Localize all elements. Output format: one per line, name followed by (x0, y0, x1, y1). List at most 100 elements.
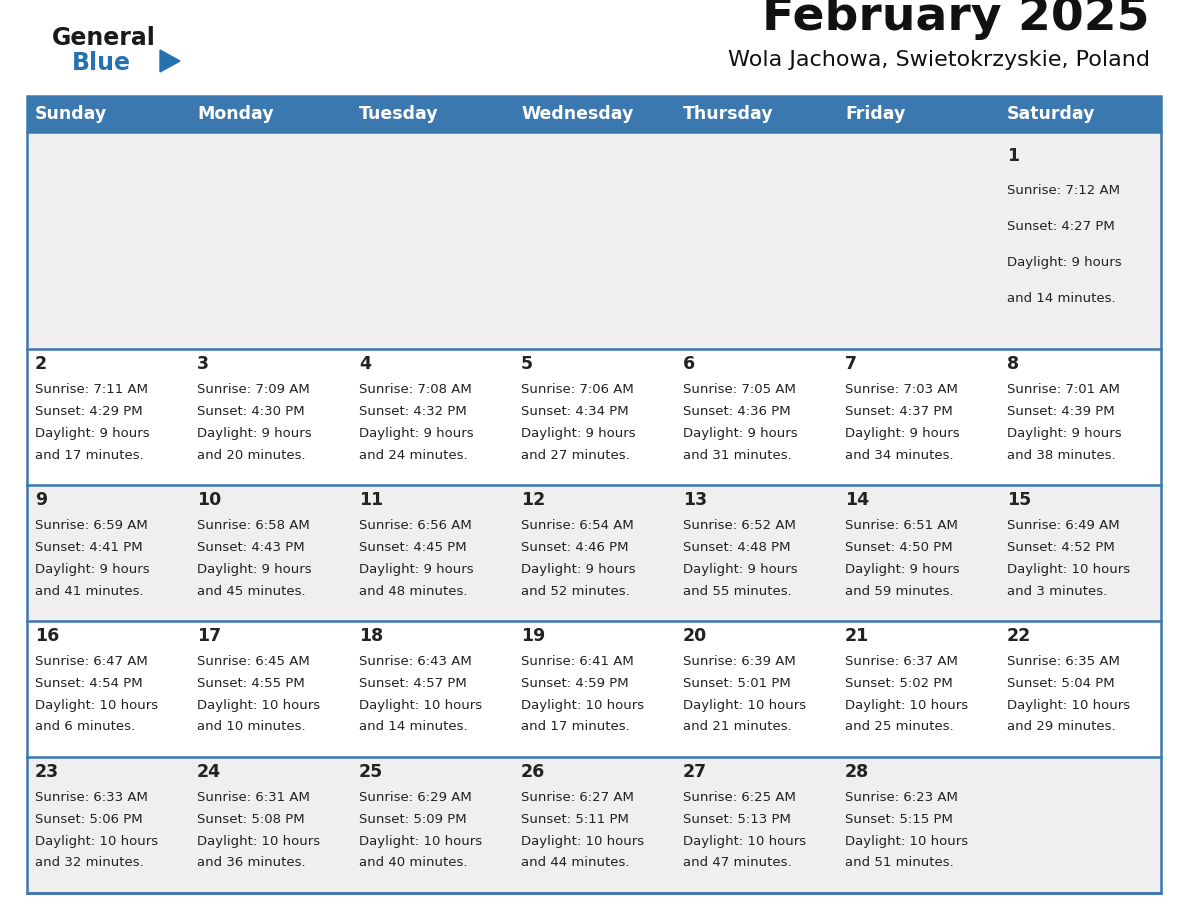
Text: Blue: Blue (72, 51, 131, 75)
Text: Daylight: 10 hours: Daylight: 10 hours (34, 834, 158, 847)
Text: 2: 2 (34, 355, 48, 374)
FancyBboxPatch shape (27, 486, 189, 515)
Text: and 55 minutes.: and 55 minutes. (683, 585, 791, 598)
Text: and 27 minutes.: and 27 minutes. (522, 449, 630, 462)
Text: and 24 minutes.: and 24 minutes. (359, 449, 468, 462)
Text: Sunrise: 7:05 AM: Sunrise: 7:05 AM (683, 384, 796, 397)
Text: Sunset: 4:41 PM: Sunset: 4:41 PM (34, 541, 143, 554)
FancyBboxPatch shape (513, 621, 675, 651)
Text: Sunrise: 6:52 AM: Sunrise: 6:52 AM (683, 520, 796, 532)
Text: 6: 6 (683, 355, 695, 374)
Text: Sunrise: 6:33 AM: Sunrise: 6:33 AM (34, 791, 147, 804)
Text: 22: 22 (1007, 627, 1031, 645)
Text: Daylight: 9 hours: Daylight: 9 hours (1007, 427, 1121, 440)
FancyBboxPatch shape (350, 621, 513, 651)
Text: Thursday: Thursday (683, 105, 773, 123)
FancyBboxPatch shape (27, 621, 189, 651)
Text: Sunset: 5:04 PM: Sunset: 5:04 PM (1007, 677, 1114, 690)
Text: Sunrise: 6:45 AM: Sunrise: 6:45 AM (197, 655, 310, 668)
FancyBboxPatch shape (999, 350, 1161, 379)
Text: Sunset: 4:30 PM: Sunset: 4:30 PM (197, 405, 304, 418)
Text: Daylight: 9 hours: Daylight: 9 hours (845, 427, 960, 440)
Text: 8: 8 (1007, 355, 1019, 374)
Text: Daylight: 9 hours: Daylight: 9 hours (845, 563, 960, 576)
Text: 15: 15 (1007, 491, 1031, 509)
Polygon shape (160, 50, 181, 72)
Text: Sunset: 4:43 PM: Sunset: 4:43 PM (197, 541, 304, 554)
Text: and 14 minutes.: and 14 minutes. (1007, 292, 1116, 305)
FancyBboxPatch shape (189, 486, 350, 515)
Text: Sunrise: 6:27 AM: Sunrise: 6:27 AM (522, 791, 634, 804)
Text: Wola Jachowa, Swietokrzyskie, Poland: Wola Jachowa, Swietokrzyskie, Poland (728, 50, 1150, 70)
Text: Sunset: 4:55 PM: Sunset: 4:55 PM (197, 677, 305, 690)
Text: 14: 14 (845, 491, 870, 509)
Text: Daylight: 9 hours: Daylight: 9 hours (359, 427, 474, 440)
FancyBboxPatch shape (27, 132, 1161, 350)
Text: Daylight: 9 hours: Daylight: 9 hours (34, 427, 150, 440)
Text: 18: 18 (359, 627, 384, 645)
Text: and 47 minutes.: and 47 minutes. (683, 856, 791, 869)
Text: Wednesday: Wednesday (522, 105, 633, 123)
Text: Sunrise: 6:58 AM: Sunrise: 6:58 AM (197, 520, 310, 532)
Text: Sunrise: 6:41 AM: Sunrise: 6:41 AM (522, 655, 633, 668)
Text: Daylight: 10 hours: Daylight: 10 hours (197, 834, 320, 847)
Text: Sunrise: 7:06 AM: Sunrise: 7:06 AM (522, 384, 633, 397)
Text: Daylight: 9 hours: Daylight: 9 hours (197, 563, 311, 576)
Text: and 25 minutes.: and 25 minutes. (845, 721, 954, 733)
Text: Daylight: 9 hours: Daylight: 9 hours (34, 563, 150, 576)
Text: Daylight: 9 hours: Daylight: 9 hours (522, 427, 636, 440)
Text: Sunset: 4:36 PM: Sunset: 4:36 PM (683, 405, 791, 418)
Text: Sunrise: 7:09 AM: Sunrise: 7:09 AM (197, 384, 310, 397)
FancyBboxPatch shape (999, 132, 1161, 180)
Text: and 38 minutes.: and 38 minutes. (1007, 449, 1116, 462)
FancyBboxPatch shape (999, 486, 1161, 515)
Text: 23: 23 (34, 763, 59, 781)
FancyBboxPatch shape (675, 621, 838, 651)
Text: Sunset: 5:06 PM: Sunset: 5:06 PM (34, 812, 143, 826)
Text: 24: 24 (197, 763, 221, 781)
Text: and 10 minutes.: and 10 minutes. (197, 721, 305, 733)
Text: Friday: Friday (845, 105, 905, 123)
Text: Sunday: Sunday (34, 105, 107, 123)
Text: Sunset: 4:57 PM: Sunset: 4:57 PM (359, 677, 467, 690)
Text: Sunrise: 7:12 AM: Sunrise: 7:12 AM (1007, 184, 1120, 196)
Text: Daylight: 9 hours: Daylight: 9 hours (359, 563, 474, 576)
Text: Sunset: 4:50 PM: Sunset: 4:50 PM (845, 541, 953, 554)
Text: 3: 3 (197, 355, 209, 374)
Text: 1: 1 (1007, 147, 1019, 165)
Text: 13: 13 (683, 491, 707, 509)
FancyBboxPatch shape (350, 350, 513, 379)
FancyBboxPatch shape (350, 486, 513, 515)
Text: Sunset: 5:11 PM: Sunset: 5:11 PM (522, 812, 628, 826)
Text: Daylight: 10 hours: Daylight: 10 hours (845, 699, 968, 711)
Text: Daylight: 9 hours: Daylight: 9 hours (683, 563, 797, 576)
Text: Sunset: 4:37 PM: Sunset: 4:37 PM (845, 405, 953, 418)
Text: Daylight: 10 hours: Daylight: 10 hours (34, 699, 158, 711)
Text: Sunset: 5:13 PM: Sunset: 5:13 PM (683, 812, 791, 826)
Text: and 6 minutes.: and 6 minutes. (34, 721, 135, 733)
FancyBboxPatch shape (27, 621, 1161, 757)
Text: 19: 19 (522, 627, 545, 645)
Text: Daylight: 10 hours: Daylight: 10 hours (197, 699, 320, 711)
FancyBboxPatch shape (513, 757, 675, 787)
FancyBboxPatch shape (189, 757, 350, 787)
Text: Daylight: 10 hours: Daylight: 10 hours (1007, 699, 1130, 711)
Text: and 29 minutes.: and 29 minutes. (1007, 721, 1116, 733)
Text: Sunrise: 6:37 AM: Sunrise: 6:37 AM (845, 655, 958, 668)
Text: Sunrise: 6:31 AM: Sunrise: 6:31 AM (197, 791, 310, 804)
Text: 4: 4 (359, 355, 371, 374)
FancyBboxPatch shape (350, 757, 513, 787)
Text: and 34 minutes.: and 34 minutes. (845, 449, 954, 462)
Text: and 17 minutes.: and 17 minutes. (522, 721, 630, 733)
FancyBboxPatch shape (27, 350, 1161, 486)
Text: Sunset: 5:01 PM: Sunset: 5:01 PM (683, 677, 791, 690)
FancyBboxPatch shape (675, 350, 838, 379)
Text: Sunrise: 6:51 AM: Sunrise: 6:51 AM (845, 520, 958, 532)
FancyBboxPatch shape (838, 757, 999, 787)
Text: Saturday: Saturday (1007, 105, 1095, 123)
Text: and 48 minutes.: and 48 minutes. (359, 585, 468, 598)
Text: 7: 7 (845, 355, 857, 374)
FancyBboxPatch shape (838, 486, 999, 515)
Text: Daylight: 10 hours: Daylight: 10 hours (359, 834, 482, 847)
Text: Sunset: 4:32 PM: Sunset: 4:32 PM (359, 405, 467, 418)
